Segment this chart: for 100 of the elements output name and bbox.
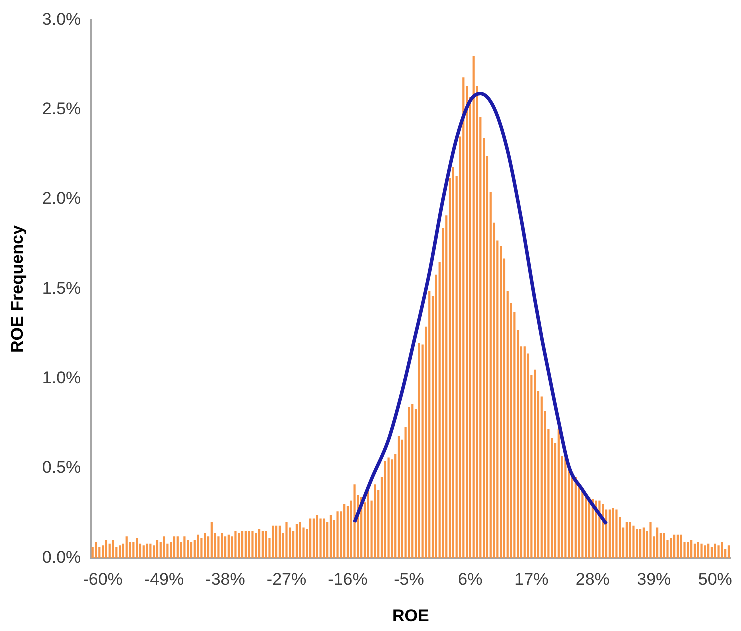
bar — [714, 544, 716, 558]
bar — [354, 484, 356, 558]
bar — [690, 540, 693, 558]
bar — [336, 512, 339, 558]
x-tick-label: -16% — [328, 570, 368, 590]
bar — [374, 484, 376, 558]
bar — [224, 536, 227, 558]
bar — [262, 531, 264, 558]
x-tick-label: -5% — [394, 570, 424, 590]
bar — [112, 540, 114, 558]
bar — [95, 542, 98, 558]
y-tick-label: 0.0% — [42, 548, 82, 567]
bar — [680, 534, 682, 558]
bar — [564, 458, 567, 558]
bar — [384, 461, 386, 558]
x-tick-label: -38% — [206, 570, 246, 590]
bar — [687, 542, 690, 558]
bar — [119, 546, 122, 558]
bar — [132, 542, 135, 558]
bar — [704, 546, 706, 558]
bar — [639, 530, 642, 558]
x-tick-label: -49% — [144, 570, 184, 590]
bar — [697, 542, 700, 558]
x-tick-label: 39% — [637, 570, 672, 590]
bar — [105, 540, 108, 558]
bar — [524, 346, 526, 558]
bar — [316, 515, 318, 558]
x-axis-title: ROE — [392, 606, 430, 626]
bar — [156, 540, 159, 558]
y-tick-label: 2.5% — [42, 100, 82, 119]
bar — [608, 510, 611, 558]
bar — [275, 526, 278, 558]
bar — [248, 531, 250, 558]
bar — [676, 534, 680, 558]
bar — [674, 534, 676, 558]
bar — [238, 533, 240, 558]
bar — [718, 546, 720, 558]
bar — [412, 404, 414, 558]
bar — [272, 526, 274, 558]
bar — [310, 518, 312, 558]
bar — [632, 526, 635, 558]
bar — [656, 528, 659, 558]
bar — [721, 542, 724, 558]
x-tick-label: 28% — [576, 570, 610, 590]
bar — [142, 546, 145, 558]
bar — [126, 536, 128, 558]
x-tick-label: -60% — [83, 570, 123, 590]
bar — [710, 547, 714, 558]
bar — [323, 518, 326, 558]
bar — [428, 290, 431, 558]
bar — [398, 436, 400, 558]
bar — [286, 522, 288, 558]
bar — [187, 540, 190, 558]
bar — [312, 518, 316, 558]
bar — [296, 524, 298, 558]
bar — [234, 531, 237, 558]
y-tick-label: 2.0% — [42, 189, 82, 208]
bar — [636, 530, 638, 558]
bar — [629, 522, 632, 558]
bar — [197, 534, 200, 558]
x-tick-label: -27% — [266, 570, 307, 590]
bar — [558, 429, 560, 558]
bar — [252, 531, 254, 558]
bar — [173, 536, 176, 558]
y-axis-title: ROE Frequency — [8, 224, 27, 353]
bar — [320, 518, 322, 558]
bar — [344, 504, 346, 558]
bar — [642, 528, 645, 558]
bar — [150, 544, 152, 558]
bar — [670, 538, 672, 558]
bar — [163, 536, 166, 558]
bar — [136, 538, 138, 558]
bar — [244, 531, 247, 558]
bar — [534, 370, 536, 558]
bar — [255, 533, 258, 558]
x-tick-label: 17% — [514, 570, 549, 590]
y-tick-label: 1.0% — [42, 368, 82, 388]
bar — [616, 510, 618, 558]
bar — [184, 536, 186, 558]
bar — [241, 531, 244, 558]
bar — [462, 78, 465, 558]
bar — [278, 526, 282, 558]
bar — [708, 544, 710, 558]
bar — [650, 522, 652, 558]
bar — [388, 458, 390, 558]
bar — [700, 544, 703, 558]
line-series — [353, 92, 608, 526]
bar — [408, 408, 410, 558]
bar — [176, 536, 179, 558]
bar — [210, 522, 213, 558]
bar — [221, 533, 224, 558]
bar — [728, 546, 730, 558]
bar — [472, 56, 475, 558]
y-tick-label: 0.5% — [42, 458, 82, 478]
bar — [612, 508, 614, 558]
bar — [258, 530, 261, 558]
bar — [190, 542, 193, 558]
bar — [204, 533, 206, 558]
bar — [694, 544, 696, 558]
x-tick-label: 6% — [458, 570, 483, 590]
